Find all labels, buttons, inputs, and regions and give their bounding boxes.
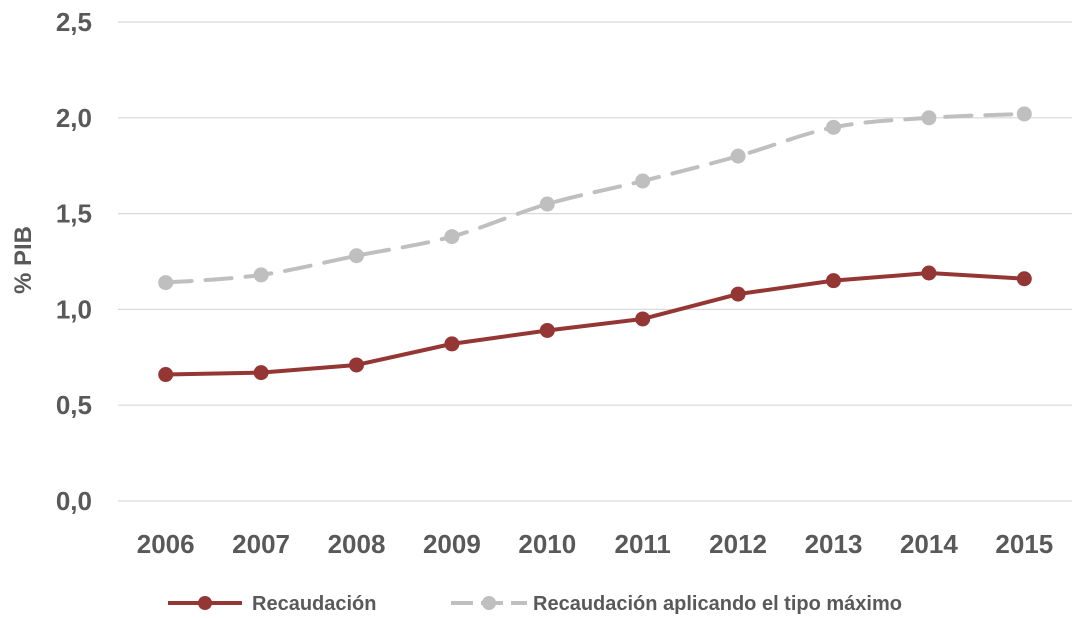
legend-marker [198, 596, 212, 610]
x-tick-labels: 2006 2007 2008 2009 2010 2011 2012 2013 2014 2015 [137, 529, 1053, 559]
y-tick-labels: 0,0 0,5 1,0 1,5 2,0 2,5 [56, 7, 92, 516]
legend: Recaudación Recaudación aplicando el tipo… [168, 593, 902, 615]
gridlines [118, 21, 1072, 502]
x-tick-label: 2008 [328, 529, 386, 559]
data-point [826, 119, 841, 135]
data-point [1016, 271, 1032, 287]
y-tick-label: 0,5 [56, 390, 92, 420]
data-point [635, 173, 651, 189]
x-tick-label: 2015 [995, 529, 1053, 559]
data-point [444, 336, 460, 352]
y-tick-label: 2,0 [56, 103, 92, 133]
series-recaudacion [158, 265, 1032, 383]
data-point [539, 196, 555, 212]
legend-label: Recaudación [252, 593, 376, 615]
x-tick-label: 2013 [805, 529, 863, 559]
data-point [1016, 106, 1032, 122]
y-tick-label: 0,0 [56, 486, 92, 516]
data-point [158, 275, 174, 291]
x-tick-label: 2009 [423, 529, 481, 559]
data-point [158, 367, 174, 383]
data-point [730, 148, 746, 164]
y-tick-label: 2,5 [56, 7, 92, 37]
data-point [349, 357, 364, 373]
data-point [921, 265, 937, 281]
x-tick-label: 2007 [232, 529, 290, 559]
x-tick-label: 2014 [900, 529, 958, 559]
x-tick-label: 2010 [518, 529, 576, 559]
y-tick-label: 1,5 [56, 199, 92, 229]
series-tipo-maximo [158, 106, 1032, 291]
data-point [444, 229, 460, 245]
legend-label: Recaudación aplicando el tipo máximo [533, 593, 902, 615]
legend-item: Recaudación aplicando el tipo máximo [451, 593, 902, 615]
data-point [253, 365, 269, 381]
x-tick-label: 2011 [614, 529, 670, 559]
legend-item: Recaudación [168, 593, 376, 615]
data-point [539, 322, 555, 338]
series-line [163, 111, 1027, 285]
data-point [349, 248, 364, 264]
y-axis-title: % PIB [10, 226, 37, 294]
series-layer [158, 106, 1032, 383]
data-point [826, 273, 841, 289]
data-point [921, 110, 937, 126]
legend-marker [482, 596, 496, 610]
data-point [635, 311, 651, 327]
y-tick-label: 1,0 [56, 294, 92, 324]
series-line [163, 270, 1027, 377]
data-point [253, 267, 269, 283]
x-tick-label: 2012 [709, 529, 767, 559]
x-tick-label: 2006 [137, 529, 195, 559]
data-point [730, 286, 746, 302]
